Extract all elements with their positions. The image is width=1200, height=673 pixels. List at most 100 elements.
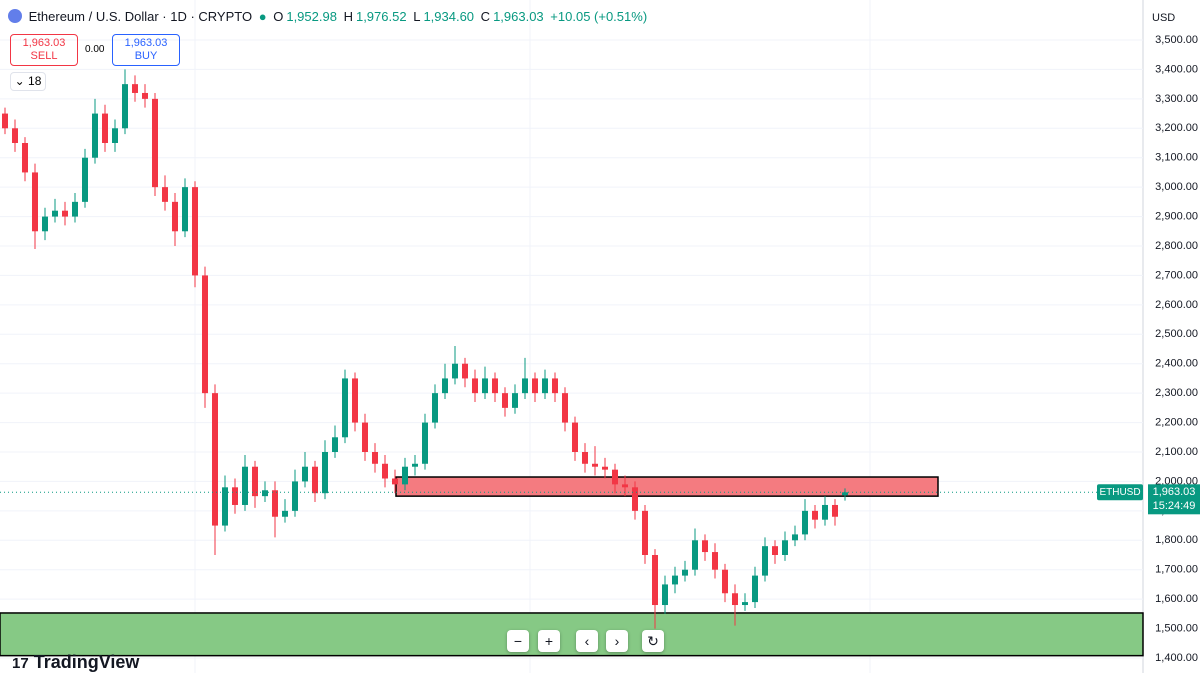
- candle-body: [772, 546, 778, 555]
- y-tick-label: 1,700.00: [1155, 564, 1198, 576]
- candle-body: [212, 393, 218, 526]
- candle-body: [542, 378, 548, 394]
- y-tick-label: 2,600.00: [1155, 299, 1198, 311]
- spread: 0.00: [85, 44, 105, 55]
- candle-body: [442, 378, 448, 394]
- close: 1,963.03: [493, 9, 544, 24]
- candle-body: [32, 172, 38, 232]
- y-tick-label: 1,800.00: [1155, 534, 1198, 546]
- candle-body: [102, 113, 108, 143]
- scroll-left[interactable]: ‹: [576, 630, 598, 652]
- sell-button[interactable]: 1,963.03 SELL: [10, 34, 78, 66]
- candle-body: [692, 540, 698, 570]
- candle-body: [642, 510, 648, 555]
- candle-body: [352, 378, 358, 423]
- candle-body: [802, 510, 808, 535]
- candle-body: [792, 534, 798, 541]
- candle-body: [42, 216, 48, 232]
- candle-body: [752, 575, 758, 603]
- price-tag: [1148, 484, 1200, 515]
- buy-label: BUY: [134, 50, 158, 62]
- candle-body: [52, 210, 58, 217]
- candle-body: [122, 84, 128, 129]
- candle-body: [292, 481, 298, 511]
- candle-body: [2, 113, 8, 129]
- open: 1,952.98: [286, 9, 337, 24]
- change: +10.05 (+0.51%): [550, 9, 648, 24]
- candle-body: [82, 157, 88, 202]
- low: 1,934.60: [423, 9, 475, 24]
- candle-body: [632, 487, 638, 511]
- candle-body: [602, 466, 608, 470]
- symbol-tag: [1097, 484, 1143, 501]
- candle-body: [152, 98, 158, 188]
- candle-body: [262, 490, 268, 497]
- candle-body: [572, 422, 578, 452]
- candle-body: [232, 487, 238, 505]
- candle-body: [162, 187, 168, 202]
- candle-body: [702, 540, 708, 553]
- candle-body: [342, 378, 348, 438]
- candle-body: [652, 555, 658, 606]
- candle-body: [312, 466, 318, 494]
- indicators-toggle[interactable]: ⌄ 18: [10, 72, 46, 91]
- dot: ●: [258, 9, 267, 24]
- y-tick-label: 2,500.00: [1155, 328, 1198, 340]
- brand-name: TradingView: [33, 652, 140, 672]
- scroll-right[interactable]: ›: [606, 630, 628, 652]
- candle-body: [732, 593, 738, 606]
- candle-body: [522, 378, 528, 394]
- candle-body: [362, 422, 368, 452]
- candle-body: [492, 378, 498, 394]
- currency: USD: [1152, 12, 1175, 24]
- candle-body: [472, 378, 478, 394]
- buy-button[interactable]: 1,963.03 BUY: [112, 34, 180, 66]
- reset[interactable]: ↻: [642, 630, 664, 652]
- candle-body: [92, 113, 98, 158]
- candle-body: [762, 546, 768, 576]
- y-tick-label: 3,300.00: [1155, 93, 1198, 105]
- candle-body: [62, 210, 68, 217]
- high: 1,976.52: [355, 9, 407, 24]
- candle-body: [72, 201, 78, 217]
- zoom-out[interactable]: −: [507, 630, 529, 652]
- candle-body: [202, 275, 208, 394]
- candle-body: [302, 466, 308, 482]
- sell-price: 1,963.03: [22, 37, 66, 49]
- h-label: H: [343, 9, 353, 24]
- l-label: L: [413, 9, 421, 24]
- y-tick-label: 3,000.00: [1155, 181, 1198, 193]
- candle-body: [562, 393, 568, 423]
- zoom-in[interactable]: +: [538, 630, 560, 652]
- candle-body: [512, 393, 518, 408]
- candle-body: [252, 466, 258, 497]
- candle-body: [422, 422, 428, 464]
- candle-body: [392, 478, 398, 485]
- candle-body: [502, 393, 508, 408]
- symbol: Ethereum / U.S. Dollar · 1D · CRYPTO: [28, 9, 253, 24]
- y-tick-label: 1,400.00: [1155, 652, 1198, 664]
- y-tick-label: 2,800.00: [1155, 240, 1198, 252]
- y-tick-label: 2,300.00: [1155, 387, 1198, 399]
- candle-body: [842, 492, 848, 496]
- y-tick-label: 3,500.00: [1155, 34, 1198, 46]
- logo: [8, 9, 22, 23]
- y-tick-label: 2,700.00: [1155, 269, 1198, 281]
- candle-body: [12, 128, 18, 143]
- legend: Ethereum / U.S. Dollar · 1D · CRYPTO ● O…: [8, 9, 650, 24]
- y-tick-label: 1,600.00: [1155, 593, 1198, 605]
- candle-body: [372, 452, 378, 464]
- candle-body: [402, 466, 408, 485]
- candle-body: [332, 437, 338, 452]
- zone: [395, 476, 939, 497]
- indicator-count: 18: [28, 74, 42, 88]
- sell-label: SELL: [30, 50, 58, 62]
- candle-body: [482, 378, 488, 394]
- candle-body: [782, 540, 788, 555]
- candle-body: [412, 463, 418, 467]
- candle-body: [582, 452, 588, 464]
- zone: [0, 612, 1144, 657]
- candle-body: [592, 463, 598, 467]
